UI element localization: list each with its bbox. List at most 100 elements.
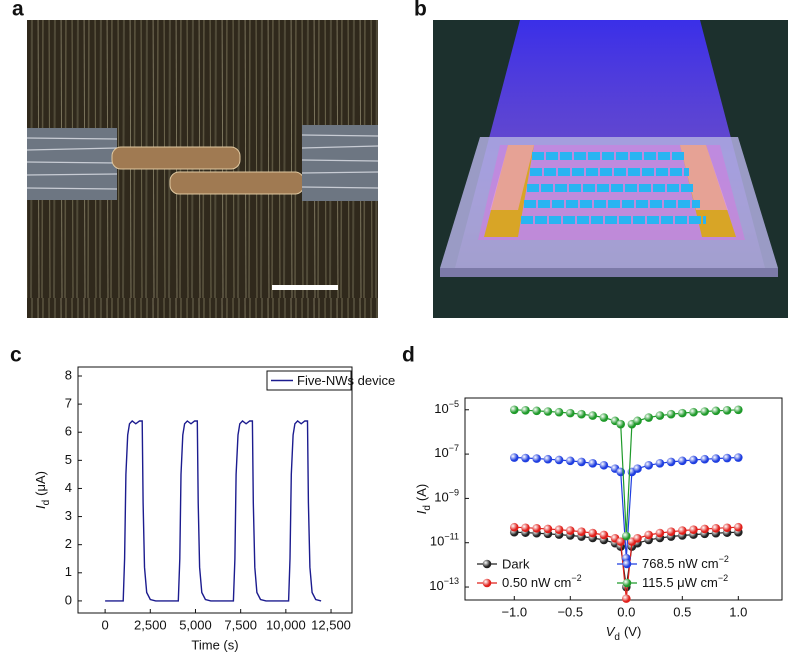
data-point [633, 416, 642, 426]
axis-label: Vd (V) [606, 624, 642, 642]
axis-subscript: d [41, 500, 52, 506]
y-tick-label: 10−13 [429, 576, 459, 593]
legend-label: Dark [502, 556, 530, 571]
data-point [588, 528, 597, 538]
y-tick-label: 7 [65, 396, 72, 411]
data-point [521, 405, 530, 415]
data-point [722, 453, 732, 463]
data-point [711, 406, 721, 416]
axis-symbol: I [414, 510, 429, 514]
data-point [577, 527, 586, 536]
y-tick-label: 10−5 [434, 399, 459, 416]
data-point [565, 526, 575, 535]
data-point [644, 460, 654, 470]
data-point [543, 454, 553, 464]
y-tick-label: 0 [65, 592, 72, 607]
legend-marker [482, 559, 492, 569]
data-point [509, 405, 519, 415]
data-point [689, 407, 698, 417]
x-tick-label: 5,000 [179, 617, 212, 632]
series-line [105, 420, 322, 602]
y-tick-label: 4 [65, 480, 72, 495]
x-tick-label: −0.5 [557, 604, 583, 619]
data-point [722, 405, 732, 415]
data-point [655, 411, 665, 420]
series-line [514, 409, 739, 537]
data-point [633, 534, 642, 543]
data-point [666, 409, 676, 419]
legend-label: 768.5 nW cm−2 [642, 554, 729, 571]
x-tick-label: 2,500 [134, 617, 167, 632]
data-point [532, 454, 541, 463]
data-point [543, 524, 553, 534]
y-tick-label: 10−7 [434, 443, 459, 460]
panel-label: a [12, 0, 24, 21]
data-point [722, 523, 732, 533]
data-point [655, 459, 665, 468]
series-line [514, 456, 739, 559]
micrograph [26, 20, 379, 318]
data-point [689, 525, 698, 534]
x-tick-label: 0.5 [673, 604, 691, 619]
data-point [588, 459, 597, 468]
y-tick-label: 10−11 [430, 532, 459, 549]
x-tick-label: 0.0 [617, 604, 635, 619]
x-tick-label: 0 [101, 617, 108, 632]
x-tick-label: 7,500 [224, 617, 257, 632]
data-point [599, 413, 609, 422]
data-point [644, 413, 654, 422]
data-point [666, 457, 676, 467]
data-point [532, 524, 541, 533]
data-point [616, 419, 625, 429]
data-point [666, 527, 676, 536]
data-point [700, 407, 710, 416]
x-tick-label: 12,500 [311, 617, 351, 632]
y-tick-label: 2 [65, 536, 72, 551]
axis-unit: (A) [414, 484, 429, 501]
data-point [509, 522, 519, 532]
data-point [509, 453, 519, 462]
x-tick-label: 1.0 [729, 604, 747, 619]
legend-marker [482, 578, 492, 588]
legend-marker [622, 578, 632, 588]
legend-box [266, 370, 352, 391]
data-point [689, 455, 698, 465]
data-point [700, 524, 710, 534]
x-tick-label: −1.0 [501, 604, 527, 619]
data-point [734, 405, 743, 415]
legend-marker [622, 559, 632, 569]
legend-label: 0.50 nW cm−2 [502, 573, 582, 590]
data-point [633, 464, 642, 473]
axis-label: Time (s) [191, 637, 238, 652]
y-tick-label: 10−9 [434, 488, 459, 505]
data-point [577, 409, 586, 419]
device-schematic [433, 20, 788, 318]
plot-frame [77, 366, 353, 614]
data-point [554, 525, 564, 534]
axis-symbol: I [33, 505, 48, 509]
data-point [734, 522, 743, 532]
panel-label: d [402, 344, 415, 367]
data-point [543, 407, 553, 416]
data-point [678, 526, 687, 535]
data-point [622, 594, 631, 603]
data-point [588, 411, 597, 420]
data-point [700, 454, 710, 464]
y-tick-label: 8 [65, 367, 72, 382]
data-point [554, 455, 564, 465]
data-point [655, 528, 665, 538]
legend-label: Five-NWs device [297, 373, 395, 388]
axis-unit: (V) [624, 624, 641, 639]
data-point [711, 524, 721, 533]
data-point [599, 460, 609, 470]
axis-label: Id (μA) [33, 471, 51, 509]
y-tick-label: 3 [65, 508, 72, 523]
axis-subscript: d [422, 505, 433, 511]
data-point [711, 454, 721, 463]
data-point [616, 537, 625, 546]
data-point [565, 408, 575, 418]
legend-label: 115.5 μW cm−2 [642, 573, 728, 590]
y-tick-label: 5 [65, 452, 72, 467]
axis-subscript: d [614, 632, 620, 643]
